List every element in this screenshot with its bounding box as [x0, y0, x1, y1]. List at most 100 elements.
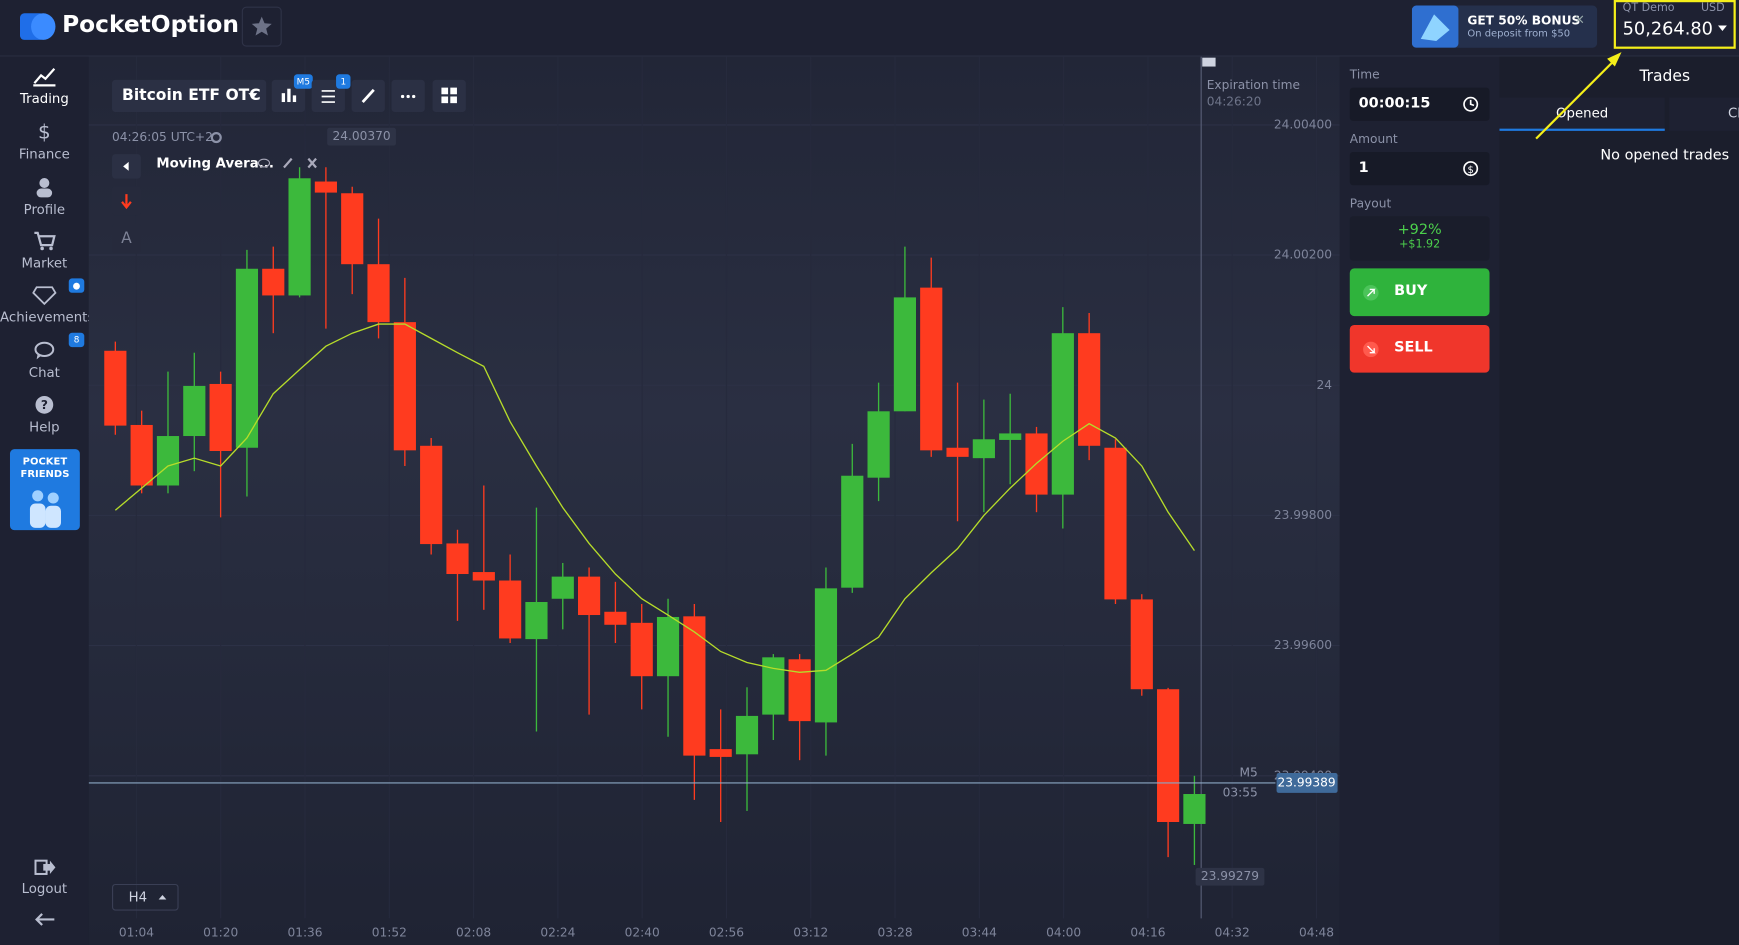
layout-button[interactable]: [432, 79, 466, 113]
candle-body: [288, 178, 311, 296]
time-input[interactable]: 00:00:15: [1349, 87, 1490, 121]
chart: 24.0040024.002002423.9980023.9960023.994…: [88, 56, 1340, 939]
more-button[interactable]: [391, 79, 425, 113]
payout-box: +92% +$1.92: [1349, 216, 1490, 261]
period-selector[interactable]: H4: [112, 883, 179, 911]
chat-badge: 8: [68, 332, 85, 348]
achievements-badge: ●: [68, 278, 85, 293]
icon: [121, 194, 132, 210]
nav-trading[interactable]: Trading: [0, 65, 89, 106]
icon: [34, 341, 55, 360]
account-box[interactable]: QT Demo USD 50,264.80: [1613, 0, 1736, 49]
icon: [400, 94, 416, 99]
nav-logout[interactable]: Logout: [0, 857, 89, 896]
icon: [361, 88, 375, 103]
arrow-tool[interactable]: [112, 186, 141, 216]
amount-input[interactable]: 1: [1349, 151, 1490, 186]
candle-body: [1183, 794, 1206, 824]
candle-body: [1157, 689, 1180, 823]
trades-title: Trades: [1639, 67, 1691, 86]
nav-label: Logout: [21, 880, 68, 897]
x-tick-label: 04:32: [1215, 925, 1250, 939]
x-tick-label: 01:52: [372, 925, 407, 939]
y-tick-label: 24.00200: [1274, 248, 1332, 262]
candle-body: [735, 715, 759, 755]
candle-body: [472, 572, 495, 581]
dropdown-arrow: [248, 93, 258, 99]
candle-body: [867, 411, 890, 478]
candle-body: [551, 576, 574, 599]
logo[interactable]: PocketOption: [62, 11, 239, 38]
x-tick-label: 04:16: [1130, 925, 1165, 939]
candle-body: [577, 576, 601, 616]
candle-body: [709, 749, 732, 757]
indicators-badge: 1: [336, 74, 351, 89]
x-tick-label: 03:44: [962, 925, 997, 939]
x-tick-label: 04:48: [1299, 925, 1334, 939]
nav-label: Chat: [28, 364, 60, 381]
current-price-label: 23.99389: [1277, 775, 1335, 789]
x-tick-label: 01:36: [287, 925, 322, 939]
candle-body: [235, 268, 259, 448]
candle-body: [156, 436, 180, 486]
collapse-arrow[interactable]: [33, 913, 55, 926]
settings-icon[interactable]: [210, 131, 223, 144]
collapse-indicators[interactable]: [112, 154, 141, 179]
nav-label: Trading: [19, 90, 69, 107]
time-value: 00:00:15: [1358, 95, 1431, 113]
nav-chat[interactable]: Chat: [0, 339, 89, 380]
icon: [36, 178, 53, 198]
promo-banner[interactable]: POCKET FRIENDS: [9, 449, 80, 531]
candle-body: [367, 264, 390, 323]
nav-label: Finance: [18, 146, 70, 162]
x-tick-label: 04:00: [1046, 925, 1081, 939]
payout-label: Payout: [1349, 196, 1392, 211]
indicator-actions[interactable]: [257, 156, 321, 169]
candle-body: [946, 447, 969, 457]
x-tick-label: 02:24: [540, 925, 575, 939]
max-label-box: [327, 127, 396, 146]
tab-closed[interactable]: Cl: [1669, 97, 1739, 131]
candle-body: [446, 543, 469, 575]
dropdown-arrow: [1717, 25, 1727, 32]
icon: [123, 161, 129, 171]
favorite-button[interactable]: [241, 6, 282, 47]
icon: [321, 90, 335, 103]
bonus-close[interactable]: ×: [1573, 11, 1585, 27]
sidebar: Trading $ Finance Profile Market Achievem…: [0, 56, 94, 945]
tab-opened[interactable]: Opened: [1499, 97, 1665, 131]
candle-body: [1104, 447, 1127, 600]
text-tool[interactable]: A: [112, 224, 141, 253]
nav-finance[interactable]: $ Finance: [0, 121, 89, 162]
nav-achievements[interactable]: Achievements: [0, 284, 94, 325]
sell-label: SELL: [1394, 339, 1433, 357]
icon: [34, 859, 56, 875]
period: H4: [128, 889, 148, 906]
candle-body: [420, 445, 443, 545]
asset-selector[interactable]: Bitcoin ETF OTC: [112, 79, 267, 113]
currency: USD: [1700, 2, 1725, 15]
star-icon: [251, 16, 272, 36]
y-tick-label: 24.00400: [1274, 117, 1332, 131]
drawing-button[interactable]: [351, 79, 385, 113]
candle-body: [525, 602, 548, 640]
nav-market[interactable]: Market: [0, 230, 89, 271]
candle-body: [999, 433, 1022, 440]
y-tick-label: 23.99600: [1274, 638, 1332, 652]
x-tick-label: 02:08: [456, 925, 491, 939]
timeframe-badge: M5: [293, 74, 313, 89]
icon: [441, 87, 457, 104]
candle-body: [104, 350, 127, 426]
bonus-subtitle: On deposit from $50: [1467, 28, 1571, 40]
bonus-banner[interactable]: GET 50% BONUS On deposit from $50 ×: [1411, 5, 1598, 48]
time-label: Time: [1349, 67, 1380, 83]
amount-value: 1: [1358, 159, 1369, 177]
nav-label: Profile: [23, 201, 66, 218]
candle-body: [814, 588, 838, 723]
buy-label: BUY: [1394, 282, 1428, 300]
nav-help[interactable]: ? Help: [0, 394, 89, 435]
asset-name: Bitcoin ETF OTC: [122, 86, 261, 105]
min-label: 23.99279: [1201, 869, 1259, 883]
candle-body: [893, 297, 917, 412]
nav-profile[interactable]: Profile: [0, 176, 89, 217]
